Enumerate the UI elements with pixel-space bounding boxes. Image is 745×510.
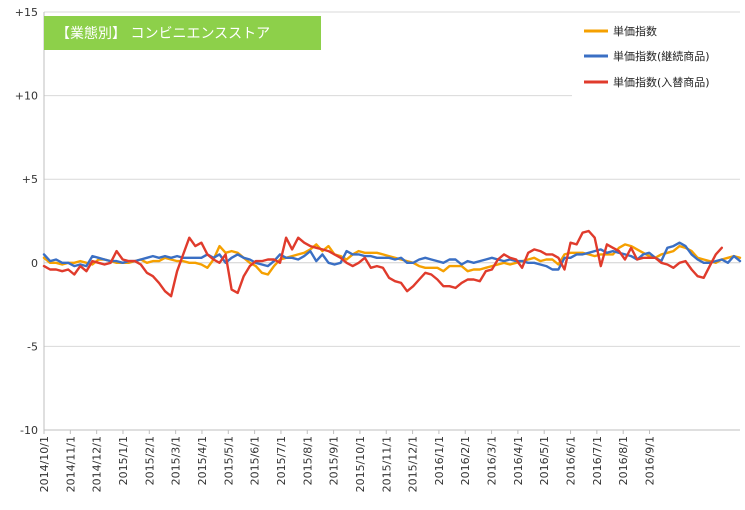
- x-tick-label-1: 2014/11/1: [64, 436, 77, 492]
- x-tick-label-11: 2015/9/1: [328, 436, 341, 485]
- chart-title: 【業態別】 コンビニエンスストア: [56, 26, 270, 42]
- y-axis: +15 +10 +5 0 -5 -10: [15, 6, 45, 437]
- x-tick-label-0: 2014/10/1: [38, 436, 51, 492]
- x-tick-label-10: 2015/8/1: [301, 436, 314, 485]
- x-tick-label-12: 2015/10/1: [354, 436, 367, 492]
- legend-label-1: 単価指数(継続商品): [613, 49, 710, 63]
- x-tick-label-16: 2016/2/1: [459, 436, 472, 485]
- x-tick-label-19: 2016/5/1: [538, 436, 551, 485]
- y-tick-label-3: 0: [31, 257, 38, 270]
- x-tick-label-21: 2016/7/1: [591, 436, 604, 485]
- x-tick-label-17: 2016/3/1: [486, 436, 499, 485]
- x-tick-label-2: 2014/12/1: [91, 436, 104, 492]
- series-line-0: [42, 243, 742, 276]
- x-tick-label-14: 2015/12/1: [407, 436, 420, 492]
- chart-title-background: [44, 16, 321, 50]
- y-tick-label-1: +10: [15, 90, 38, 103]
- series-line-1: [42, 241, 742, 271]
- x-tick-label-15: 2016/1/1: [433, 436, 446, 485]
- x-tick-label-9: 2015/7/1: [275, 436, 288, 485]
- x-axis: 2014/10/1 2014/11/1 2014/12/1 2015/1/1 2015/…: [38, 429, 740, 492]
- x-tick-label-18: 2016/4/1: [512, 436, 525, 485]
- x-tick-label-23: 2016/9/1: [644, 436, 657, 485]
- y-tick-label-0: +15: [15, 6, 38, 19]
- x-tick-label-4: 2015/2/1: [143, 436, 156, 485]
- x-tick-label-20: 2016/6/1: [565, 436, 578, 485]
- x-tick-label-6: 2015/4/1: [196, 436, 209, 485]
- y-tick-label-4: -5: [27, 340, 38, 353]
- x-tick-label-8: 2015/6/1: [249, 436, 262, 485]
- series-line-2: [42, 229, 723, 298]
- legend-label-2: 単価指数(入替商品): [613, 75, 710, 89]
- x-tick-label-7: 2015/5/1: [222, 436, 235, 485]
- x-tick-label-3: 2015/1/1: [117, 436, 130, 485]
- x-tick-label-5: 2015/3/1: [170, 436, 183, 485]
- x-tick-label-13: 2015/11/1: [380, 436, 393, 492]
- legend-label-0: 単価指数: [613, 24, 657, 38]
- chart-title-box: 【業態別】 コンビニエンスストア: [44, 16, 321, 50]
- series-layer: [42, 229, 742, 298]
- y-tick-label-5: -10: [20, 424, 38, 437]
- x-tick-label-22: 2016/8/1: [617, 436, 630, 485]
- y-tick-label-2: +5: [22, 173, 38, 186]
